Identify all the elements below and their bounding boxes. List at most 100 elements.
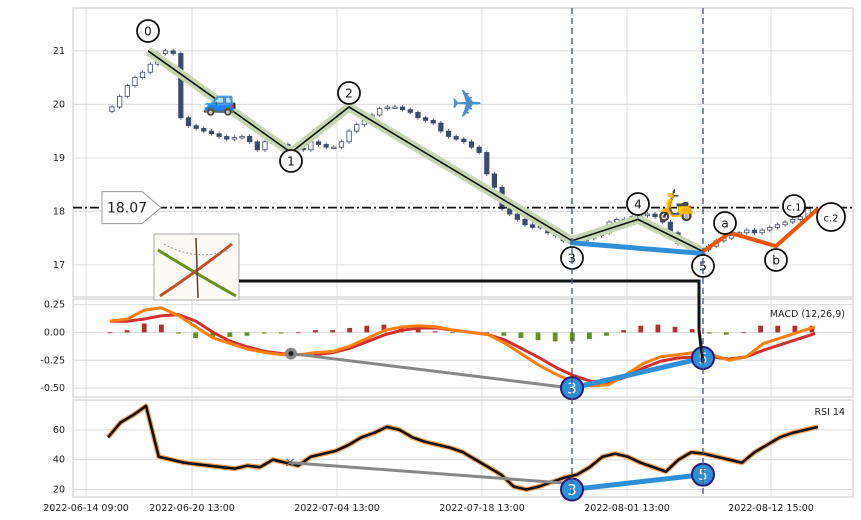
rsi-panel-frame [72, 399, 854, 498]
candle [759, 229, 765, 234]
histogram-bar [364, 325, 370, 333]
x-tick-label: 2022-08-01 13:00 [584, 503, 670, 514]
candle [782, 221, 788, 226]
airplane-icon: ✈ [451, 82, 483, 126]
candle [660, 216, 666, 223]
x-tick-label: 2022-08-12 15:00 [728, 503, 814, 514]
wave-line [147, 50, 704, 253]
candle [170, 50, 176, 54]
wave-label-circle [691, 254, 715, 278]
candle [193, 125, 199, 129]
candle [377, 108, 383, 116]
candle [109, 106, 115, 112]
histogram-bar [501, 332, 507, 336]
rsi-y-tick: 60 [53, 425, 65, 436]
candle [384, 106, 390, 110]
histogram-bar [295, 332, 301, 334]
histogram-bar [552, 332, 558, 342]
wave-label-circle [816, 202, 846, 232]
candle [185, 117, 192, 127]
candle [514, 213, 520, 220]
candle [338, 141, 345, 148]
wave-label-circle [136, 19, 160, 43]
candle [461, 138, 467, 143]
histogram-bar [415, 329, 421, 333]
price-panel: 18.07012345abc.1c.2🚙✈🛵 [73, 19, 853, 301]
candle [331, 146, 337, 150]
wave-label-circle [713, 211, 737, 235]
histogram-bar [484, 332, 490, 334]
candle [400, 106, 406, 111]
wave-label: 4 [634, 198, 642, 212]
car-icon: 🚙 [203, 84, 238, 117]
candle [354, 124, 360, 132]
rsi-line [107, 404, 819, 491]
candle [751, 229, 758, 234]
candle [201, 128, 207, 132]
candle [147, 63, 153, 73]
wave-label-circle [337, 81, 361, 105]
divergence-marker: ✕ [284, 456, 296, 472]
wave-label: b [772, 254, 780, 268]
thumbnail-image [153, 233, 240, 301]
candle [468, 141, 475, 148]
divergence-label: 5 [698, 466, 708, 484]
candle [117, 95, 123, 108]
candle [208, 130, 215, 135]
rsi-y-tick: 40 [53, 455, 65, 466]
macd-label: MACD (12,26,9) [770, 309, 845, 320]
price-y-tick: 17 [53, 260, 65, 271]
x-tick-label: 2022-07-18 13:00 [439, 503, 525, 514]
rsi-panel: RSI 14✕35 [106, 403, 845, 502]
candle [728, 235, 735, 239]
histogram-bar [741, 332, 746, 334]
candle [453, 136, 459, 140]
tick-labels: 2022-06-14 09:00 2022-06-20 13:00 2022-07-… [40, 46, 813, 514]
histogram-bar [432, 331, 438, 333]
wave-label: a [721, 217, 728, 231]
wave-label: 2 [345, 87, 353, 101]
wave-label: 1 [287, 155, 295, 169]
histogram-bar [193, 332, 199, 338]
histogram-bar [672, 326, 678, 333]
histogram-bar [450, 332, 455, 334]
rsi-label: RSI 14 [814, 407, 845, 418]
candle [162, 50, 169, 54]
histogram-bar [261, 332, 267, 334]
wave-label-circle [782, 194, 806, 218]
candle [430, 119, 436, 124]
candle [438, 122, 444, 132]
histogram-bar [569, 332, 575, 342]
wave-label-circle [279, 149, 303, 173]
histogram-bar [107, 332, 113, 334]
histogram-bar [141, 323, 147, 333]
histogram-bar [313, 330, 318, 333]
histogram-bar [723, 332, 729, 335]
candle [415, 111, 421, 119]
x-tick-label: 2022-06-14 09:00 [43, 503, 129, 514]
candle [254, 141, 260, 151]
histogram-bar [621, 330, 627, 333]
macd-panel-frame [72, 298, 854, 398]
candle [744, 229, 750, 234]
rsi-y-tick: 20 [53, 485, 65, 496]
histogram-bar [638, 325, 644, 333]
level-label-arrow [101, 191, 162, 225]
candle [216, 133, 222, 137]
divergence-line [290, 352, 573, 390]
histogram-bar [758, 325, 764, 333]
candle [323, 144, 329, 148]
wave-label-circle [626, 192, 650, 216]
candle [178, 53, 184, 119]
candle [422, 117, 429, 121]
candle [774, 224, 781, 228]
histogram-bar [604, 332, 609, 336]
histogram-bar [792, 325, 798, 333]
histogram-bar [244, 332, 250, 336]
candle [315, 141, 322, 145]
histogram-bar [775, 325, 781, 333]
histogram-bar [210, 332, 216, 338]
correction-line [701, 207, 820, 254]
macd-y-tick: -0.50 [40, 383, 65, 394]
